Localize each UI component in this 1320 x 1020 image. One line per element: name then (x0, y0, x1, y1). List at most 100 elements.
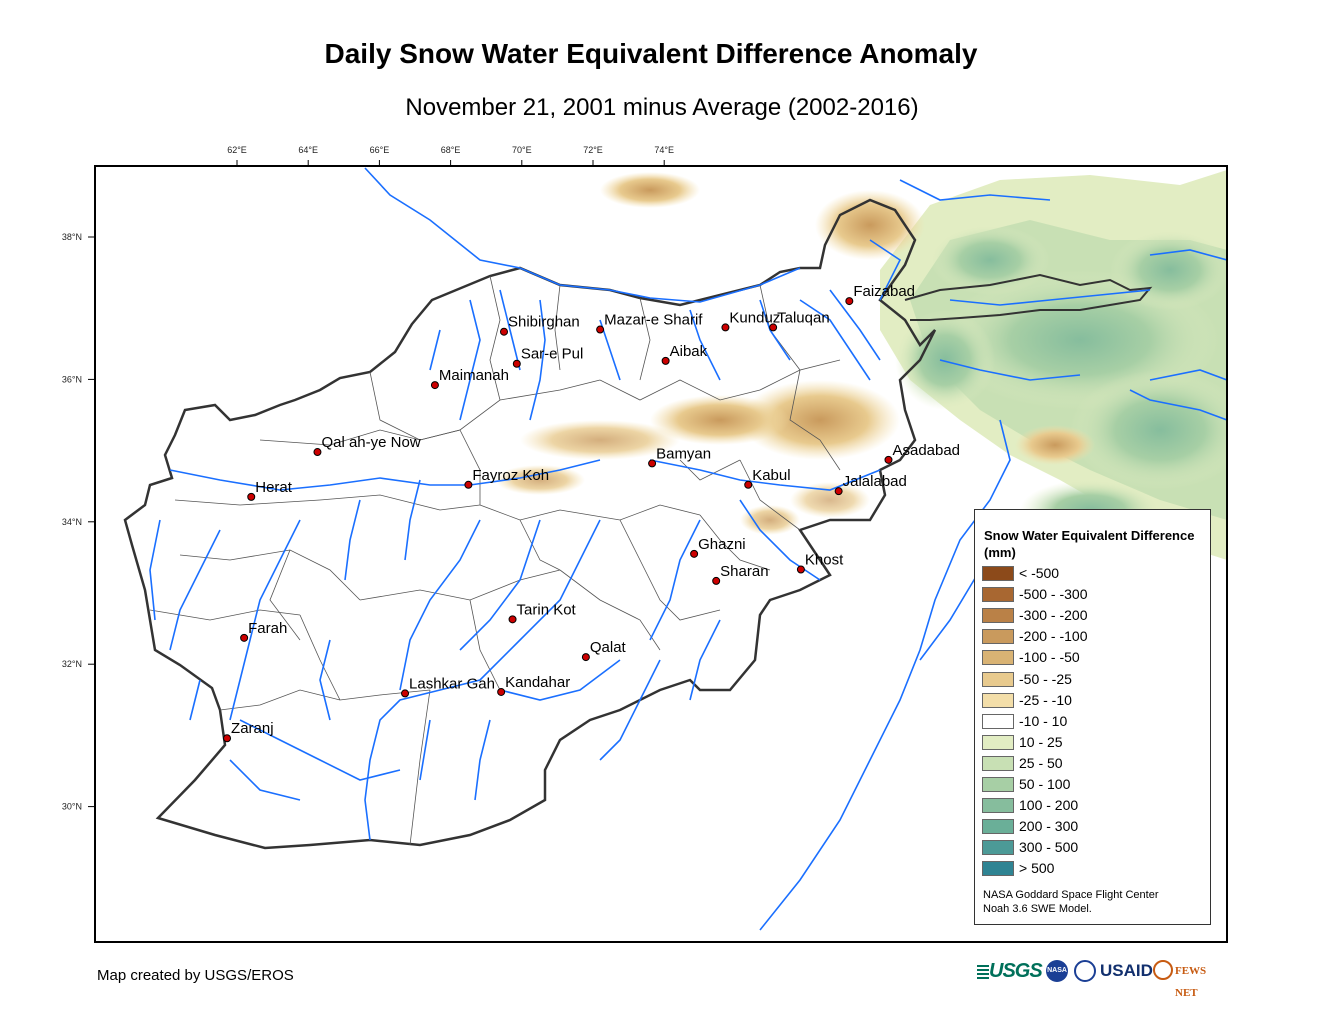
city-marker (401, 689, 410, 698)
city-marker (648, 459, 657, 468)
city-marker (508, 615, 517, 624)
legend: Snow Water Equivalent Difference (mm) < … (974, 509, 1211, 925)
legend-swatch (982, 861, 1014, 877)
legend-swatch (982, 840, 1014, 856)
city-label: Lashkar Gah (409, 675, 495, 692)
city-bamyan: Bamyan (648, 445, 711, 468)
city-marker (690, 549, 699, 558)
city-shibirghan: Shibirghan (500, 314, 580, 336)
city-marker (464, 480, 473, 489)
legend-credit-line1: NASA Goddard Space Flight Center (983, 889, 1159, 901)
city-label: Taluqan (777, 309, 830, 326)
city-marker (744, 480, 753, 489)
city-label: Herat (255, 479, 293, 496)
legend-label: -500 - -300 (1019, 586, 1088, 603)
city-marker (796, 565, 805, 574)
city-marker (721, 323, 730, 332)
city-label: Kunduz (729, 309, 780, 326)
city-qal-ah-ye-now: Qal ah-ye Now (313, 434, 421, 457)
city-ghazni: Ghazni (690, 536, 746, 558)
city-label: Kabul (752, 467, 790, 484)
city-label: Kandahar (505, 674, 570, 691)
legend-swatch (982, 777, 1014, 792)
legend-label: -10 - 10 (1019, 712, 1068, 729)
province-boundaries (149, 275, 841, 846)
city-marker (845, 297, 854, 306)
city-label: Qalat (590, 639, 627, 656)
lat-tick-label: 32°N (62, 659, 82, 669)
city-label: Aibak (670, 343, 708, 360)
city-label: Bamyan (656, 445, 711, 462)
map-title: Daily Snow Water Equivalent Difference A… (324, 38, 978, 69)
city-sar-e-pul: Sar-e Pul (512, 346, 584, 368)
legend-label: -200 - -100 (1019, 628, 1088, 645)
city-mazar-e-sharif: Mazar-e Sharif (596, 312, 703, 334)
lat-tick-label: 30°N (62, 802, 82, 812)
legend-label: 300 - 500 (1019, 839, 1079, 856)
city-marker (581, 653, 590, 662)
latitude-ticks: 38°N 36°N 34°N 32°N 30°N (62, 232, 95, 812)
legend-swatch (982, 650, 1014, 666)
legend-title: Snow Water Equivalent Difference (mm) (984, 528, 1195, 560)
city-marker (661, 356, 670, 365)
city-asadabad: Asadabad (884, 442, 960, 464)
city-marker (497, 687, 506, 696)
city-label: Sar-e Pul (521, 346, 584, 363)
legend-label: -25 - -10 (1019, 691, 1072, 708)
city-lashkar-gah: Lashkar Gah (401, 675, 495, 698)
city-fayroz-koh: Fayroz Koh (464, 467, 549, 489)
city-label: Khost (805, 552, 844, 569)
lon-tick-label: 74°E (654, 145, 674, 155)
legend-label: 50 - 100 (1019, 776, 1071, 792)
legend-swatch (982, 734, 1014, 750)
legend-swatch (982, 755, 1014, 771)
legend-label: 100 - 200 (1019, 797, 1079, 814)
city-marker (596, 325, 605, 334)
city-label: Shibirghan (508, 314, 580, 331)
lon-tick-label: 72°E (583, 145, 603, 155)
city-sharan: Sharan (712, 563, 769, 585)
city-label: Jalalabad (843, 473, 907, 490)
legend-label: -50 - -25 (1019, 670, 1072, 687)
legend-swatch (982, 629, 1014, 645)
city-marker (834, 487, 843, 496)
city-khost: Khost (796, 552, 844, 574)
country-outline (123, 198, 937, 850)
rivers (149, 167, 1227, 931)
city-kunduz: Kunduz (721, 309, 780, 332)
seal-logo (1074, 960, 1096, 982)
map-credit: Map created by USGS/EROS (97, 967, 294, 984)
city-tarin-kot: Tarin Kot (508, 601, 577, 624)
city-qalat: Qalat (581, 639, 627, 662)
legend-swatch (982, 587, 1014, 603)
city-label: Asadabad (892, 442, 960, 459)
map-subtitle: November 21, 2001 minus Average (2002-20… (405, 94, 919, 121)
city-jalalabad: Jalalabad (834, 473, 907, 496)
lon-tick-label: 70°E (512, 145, 532, 155)
city-kandahar: Kandahar (497, 674, 570, 696)
lon-tick-label: 62°E (227, 145, 247, 155)
city-faizabad: Faizabad (845, 283, 915, 306)
longitude-ticks: 62°E 64°E 66°E 68°E 70°E 72°E 74°E (227, 145, 674, 166)
city-label: Farah (248, 620, 287, 637)
city-zaranj: Zaranj (223, 720, 274, 743)
city-marker (223, 734, 232, 743)
usaid-logo: USAID (1100, 961, 1153, 980)
city-marker (712, 576, 721, 585)
legend-swatch (982, 692, 1014, 708)
city-marker (769, 323, 778, 332)
lat-tick-label: 36°N (62, 374, 82, 384)
legend-swatch (982, 671, 1014, 687)
legend-label: -300 - -200 (1019, 607, 1088, 624)
city-marker (247, 492, 256, 501)
fewsnet-emblem (1153, 960, 1173, 980)
city-marker (430, 381, 439, 390)
map-frame (94, 165, 1228, 943)
city-label: Maimanah (439, 367, 509, 384)
nasa-logo: NASA (1046, 960, 1068, 982)
city-aibak: Aibak (661, 343, 708, 365)
city-label: Sharan (720, 563, 768, 580)
legend-credit: NASA Goddard Space Flight Center Noah 3.… (983, 888, 1208, 916)
legend-label: 200 - 300 (1019, 818, 1079, 835)
